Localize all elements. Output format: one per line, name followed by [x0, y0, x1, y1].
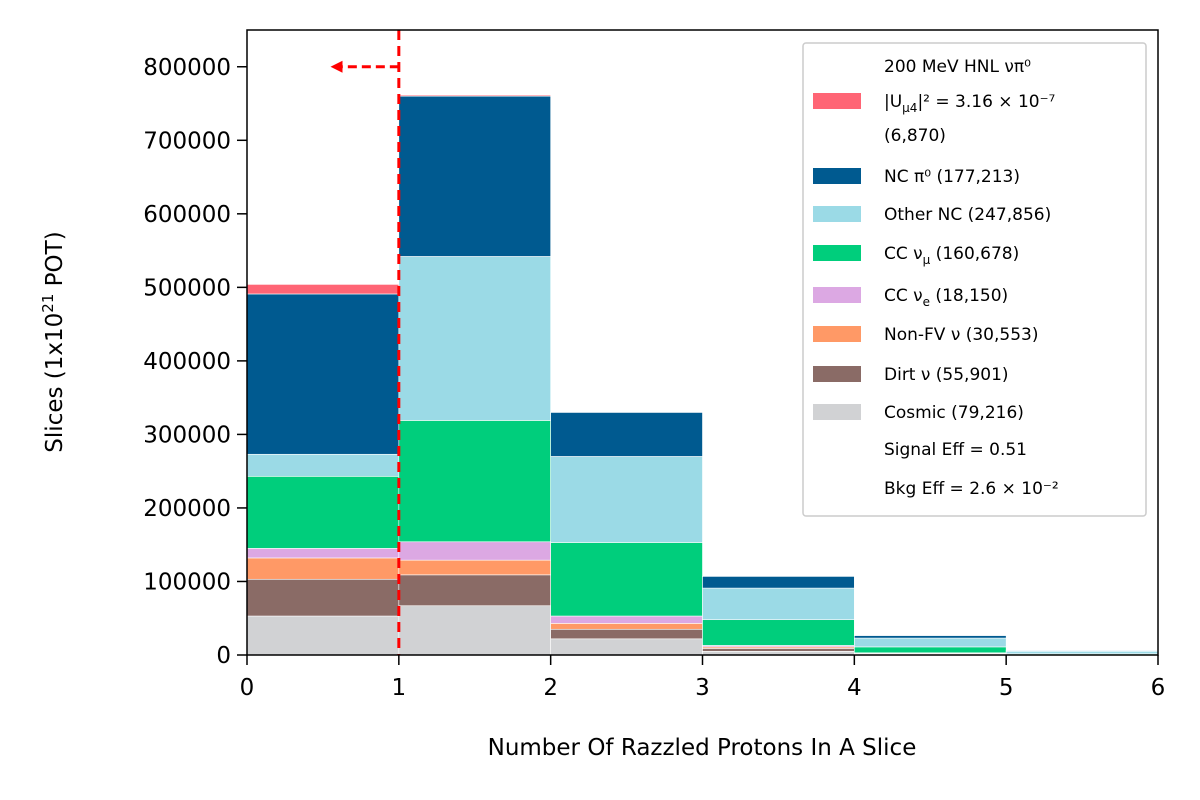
- legend-label-ccnumu-sub: μ: [923, 253, 931, 267]
- legend-swatch-dirt: [813, 366, 861, 382]
- bar-nonfv-bin-2: [550, 623, 703, 630]
- legend-label-signal-value: |² = 3.16 × 10⁻⁷: [917, 92, 1055, 112]
- bar-nonfv-bin-1: [398, 559, 551, 576]
- bar-othernc-bin-0: [246, 453, 400, 477]
- bar-cosmic-bin-1: [398, 605, 551, 656]
- bar-ncpi0-bin-0: [246, 293, 400, 455]
- legend-label-signal-sub: μ4: [902, 101, 917, 115]
- cut-line-group: [330, 30, 401, 655]
- legend-swatch-cosmic: [813, 404, 861, 420]
- y-axis-ticks: 0 100000 200000 300000 400000 500000 600000 700…: [143, 55, 247, 669]
- y-tick-label-7: 700000: [143, 128, 231, 154]
- bar-cosmic-bin-2: [550, 638, 703, 656]
- legend-background-efficiency: Bkg Eff = 2.6 × 10⁻²: [884, 479, 1059, 499]
- bar-ccnumu-bin-4: [854, 646, 1007, 654]
- bar-ccnue-bin-0: [246, 548, 400, 559]
- legend-swatch-ccnumu: [813, 245, 861, 261]
- bar-signal-bin-1: [398, 94, 551, 97]
- legend-label-ccnumu-end: (160,678): [930, 244, 1019, 264]
- bar-othernc-bin-5: [1005, 650, 1159, 655]
- y-tick-label-4: 400000: [143, 349, 231, 375]
- legend-label-ccnue-main: CC ν: [884, 286, 923, 306]
- bar-ccnue-bin-2: [550, 615, 703, 624]
- legend-label-ccnumu-main: CC ν: [884, 244, 923, 264]
- legend-label-cosmic: Cosmic (79,216): [884, 403, 1024, 423]
- x-tick-label-2: 2: [543, 675, 558, 701]
- bar-ccnumu-bin-2: [550, 542, 703, 617]
- bar-dirt-bin-1: [398, 574, 551, 607]
- y-axis-label-end: POT): [42, 231, 68, 293]
- legend-label-ccnumu: CC νμ (160,678): [884, 244, 1019, 267]
- legend-label-signal-line3: (6,870): [884, 126, 946, 146]
- legend-swatch-ncpi0: [813, 168, 861, 184]
- y-tick-label-6: 600000: [143, 202, 231, 228]
- legend: 200 MeV HNL νπ⁰ |Uμ4|² = 3.16 × 10⁻⁷ (6,…: [802, 42, 1147, 517]
- y-tick-label-5: 500000: [143, 275, 231, 301]
- legend-label-signal-line2: |Uμ4|² = 3.16 × 10⁻⁷: [884, 92, 1056, 115]
- y-tick-label-8: 800000: [143, 55, 231, 81]
- y-axis-label: Slices (1x1021 POT): [39, 231, 68, 452]
- x-axis-label: Number Of Razzled Protons In A Slice: [488, 735, 917, 761]
- x-tick-label-6: 6: [1151, 675, 1166, 701]
- y-tick-label-3: 300000: [143, 422, 231, 448]
- x-axis-ticks: 0 1 2 3 4 5 6: [240, 655, 1166, 701]
- bar-signal-bin-0: [246, 284, 400, 295]
- x-tick-label-4: 4: [847, 675, 862, 701]
- y-axis-label-main: Slices (1x10: [42, 313, 68, 453]
- bar-ncpi0-bin-2: [550, 412, 703, 457]
- legend-signal-efficiency: Signal Eff = 0.51: [884, 440, 1027, 460]
- bars-group: [246, 94, 1159, 656]
- bar-cosmic-bin-0: [246, 615, 400, 656]
- bar-dirt-bin-3: [702, 648, 855, 652]
- bar-ccnumu-bin-1: [398, 420, 551, 543]
- x-tick-label-3: 3: [695, 675, 710, 701]
- bar-ccnue-bin-1: [398, 541, 551, 561]
- bar-ccnumu-bin-3: [702, 619, 855, 646]
- y-tick-label-0: 0: [216, 643, 231, 669]
- y-tick-label-2: 200000: [143, 496, 231, 522]
- x-tick-label-5: 5: [999, 675, 1014, 701]
- legend-label-othernc: Other NC (247,856): [884, 205, 1051, 225]
- legend-label-ccnue-sub: e: [923, 295, 930, 309]
- x-tick-label-1: 1: [392, 675, 407, 701]
- bar-othernc-bin-4: [854, 637, 1007, 648]
- legend-label-nonfv: Non-FV ν (30,553): [884, 325, 1039, 345]
- bar-nonfv-bin-0: [246, 557, 400, 580]
- legend-label-ccnue: CC νe (18,150): [884, 286, 1008, 309]
- legend-label-signal-u: |U: [884, 92, 902, 112]
- bar-othernc-bin-3: [702, 587, 855, 621]
- bar-dirt-bin-2: [550, 628, 703, 640]
- legend-label-signal-line1: 200 MeV HNL νπ⁰: [884, 57, 1031, 77]
- legend-label-dirt: Dirt ν (55,901): [884, 365, 1009, 385]
- legend-swatch-othernc: [813, 206, 861, 222]
- legend-swatch-signal: [813, 93, 861, 109]
- legend-label-ncpi0: NC π⁰ (177,213): [884, 167, 1020, 187]
- bar-othernc-bin-1: [398, 256, 551, 421]
- legend-label-ccnue-end: (18,150): [930, 286, 1008, 306]
- legend-swatch-ccnue: [813, 287, 861, 303]
- y-tick-label-1: 100000: [143, 569, 231, 595]
- bar-ncpi0-bin-3: [702, 576, 855, 589]
- bar-ncpi0-bin-4: [854, 635, 1007, 639]
- bar-ncpi0-bin-1: [398, 95, 551, 257]
- bar-dirt-bin-0: [246, 578, 400, 617]
- bar-ccnumu-bin-0: [246, 476, 400, 549]
- legend-frame: [802, 42, 1147, 517]
- bar-othernc-bin-2: [550, 456, 703, 543]
- legend-swatch-nonfv: [813, 326, 861, 342]
- y-axis-label-sup: 21: [39, 294, 57, 313]
- x-tick-label-0: 0: [240, 675, 255, 701]
- cut-arrow-head: [330, 60, 343, 73]
